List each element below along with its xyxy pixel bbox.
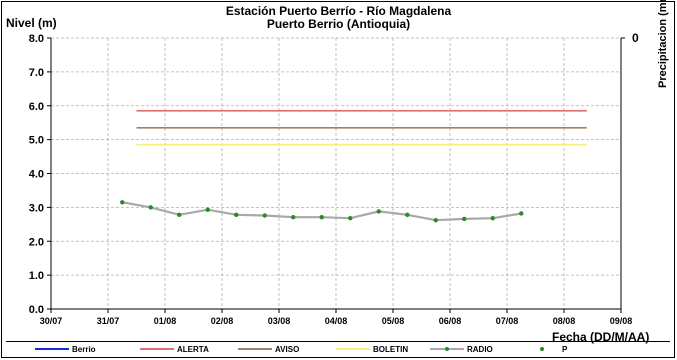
legend-swatch <box>35 348 69 350</box>
x-tick-label: 06/08 <box>439 316 462 326</box>
data-point <box>348 216 353 221</box>
data-point <box>405 212 410 218</box>
y-axis-label: Nivel (m) <box>6 16 57 30</box>
x-tick-label: 07/08 <box>496 316 519 326</box>
legend-label: P <box>562 345 568 354</box>
data-point <box>148 205 153 210</box>
legend-label: AVISO <box>275 345 300 354</box>
legend-swatch <box>336 348 370 350</box>
data-point <box>120 200 125 205</box>
legend-swatch <box>140 348 174 350</box>
x-tick-label: 08/08 <box>553 316 576 326</box>
data-point <box>433 218 438 223</box>
y-tick-label: 4.0 <box>29 169 44 181</box>
x-tick-label: 30/07 <box>40 316 63 326</box>
y2-axis-top-tick: 0 <box>632 31 639 45</box>
x-tick-label: 05/08 <box>382 316 405 326</box>
y-tick-label: 8.0 <box>29 33 44 45</box>
chart-title: Estación Puerto Berrío - Río Magdalena <box>225 4 452 18</box>
y-tick-label: 3.0 <box>29 202 44 214</box>
y-tick-label: 6.0 <box>29 101 44 113</box>
x-tick-label: 01/08 <box>154 316 177 326</box>
x-axis-label: Fecha (DD/M/AA) <box>552 330 650 344</box>
legend-label: RADIO <box>467 345 493 354</box>
legend-swatch <box>540 347 544 351</box>
legend-label: BOLETIN <box>373 345 409 354</box>
chart-subtitle: Puerto Berrio (Antioquia) <box>266 17 411 31</box>
data-point <box>376 209 381 214</box>
data-point <box>234 212 239 218</box>
y-tick-label: 5.0 <box>29 135 44 147</box>
legend-swatch <box>430 347 464 351</box>
x-tick-label: 04/08 <box>325 316 348 326</box>
legend: Berrio ALERTA AVISO BOLETIN RADIO P <box>6 341 670 356</box>
x-tick-label: 02/08 <box>211 316 234 326</box>
legend-swatch <box>238 348 272 350</box>
data-point <box>205 207 210 212</box>
y-tick-label: 0.0 <box>29 304 44 316</box>
legend-marker <box>445 347 449 351</box>
data-point <box>262 213 267 218</box>
legend-label: Berrio <box>72 345 96 354</box>
data-point <box>462 216 467 222</box>
plot-area: 0.0 1.0 2.0 3.0 4.0 5.0 6.0 7.0 8.0 30/07 31/07 01/… <box>29 33 633 326</box>
x-tick-label: 03/08 <box>268 316 291 326</box>
x-tick-label: 31/07 <box>97 316 120 326</box>
data-point <box>519 211 524 216</box>
data-point <box>319 214 324 220</box>
y-tick-label: 1.0 <box>29 270 44 282</box>
data-point <box>291 214 296 220</box>
y-tick-label: 7.0 <box>29 67 44 79</box>
y-tick-label: 2.0 <box>29 236 44 248</box>
data-point <box>490 216 495 221</box>
data-point <box>177 212 182 218</box>
x-tick-label: 09/08 <box>610 316 633 326</box>
legend-label: ALERTA <box>177 345 209 354</box>
